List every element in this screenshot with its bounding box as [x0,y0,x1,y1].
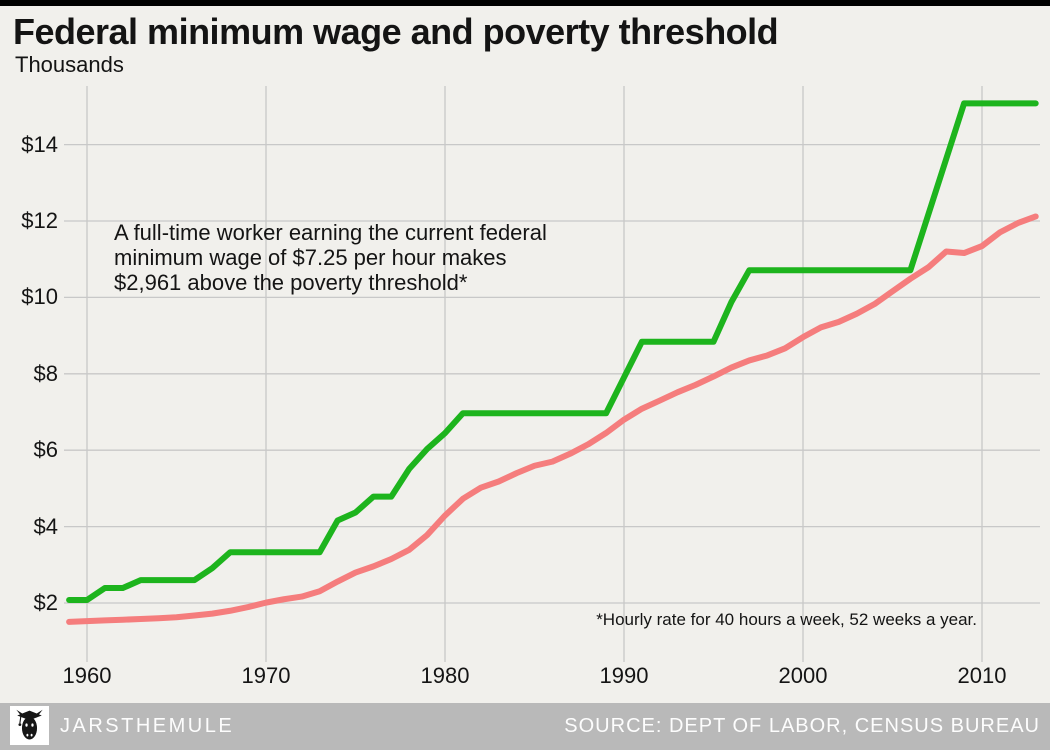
y-axis-tick-label: $2 [33,590,58,615]
brand-logo [10,706,49,745]
x-axis-tick-label: 1980 [420,663,470,688]
x-axis-tick-label: 1990 [599,663,649,688]
annotation-line: $2,961 above the poverty threshold* [114,270,468,295]
mule-head-icon [16,709,43,740]
source-credit: SOURCE: DEPT OF LABOR, CENSUS BUREAU [564,715,1040,737]
y-axis-tick-label: $6 [33,437,58,463]
brand-name: JARSTHEMULE [60,715,235,737]
annotation-line: minimum wage of $7.25 per hour makes [114,245,507,270]
top-accent-bar [0,0,1050,6]
chart-footnote: *Hourly rate for 40 hours a week, 52 wee… [596,610,977,629]
footer-bar: JARSTHEMULE SOURCE: DEPT OF LABOR, CENSU… [0,703,1050,750]
x-axis-tick-label: 2010 [957,663,1007,688]
x-axis-tick-label: 1970 [241,663,291,688]
y-axis-tick-label: $10 [21,284,58,310]
minimum-wage-line [66,100,1039,603]
chart-subtitle: Thousands [15,52,124,77]
chart-annotation: A full-time worker earning the current f… [114,220,547,295]
annotation-line: A full-time worker earning the current f… [114,220,547,245]
y-axis-tick-label: $8 [33,360,58,386]
y-axis-tick-label: $12 [21,208,58,233]
y-axis-tick-label: $4 [33,513,58,539]
chart-title: Federal minimum wage and poverty thresho… [13,11,779,52]
x-axis-tick-label: 2000 [778,663,828,688]
poverty-threshold-line [66,213,1039,625]
y-axis-tick-label: $14 [21,131,58,157]
x-axis-tick-label: 1960 [62,663,112,688]
